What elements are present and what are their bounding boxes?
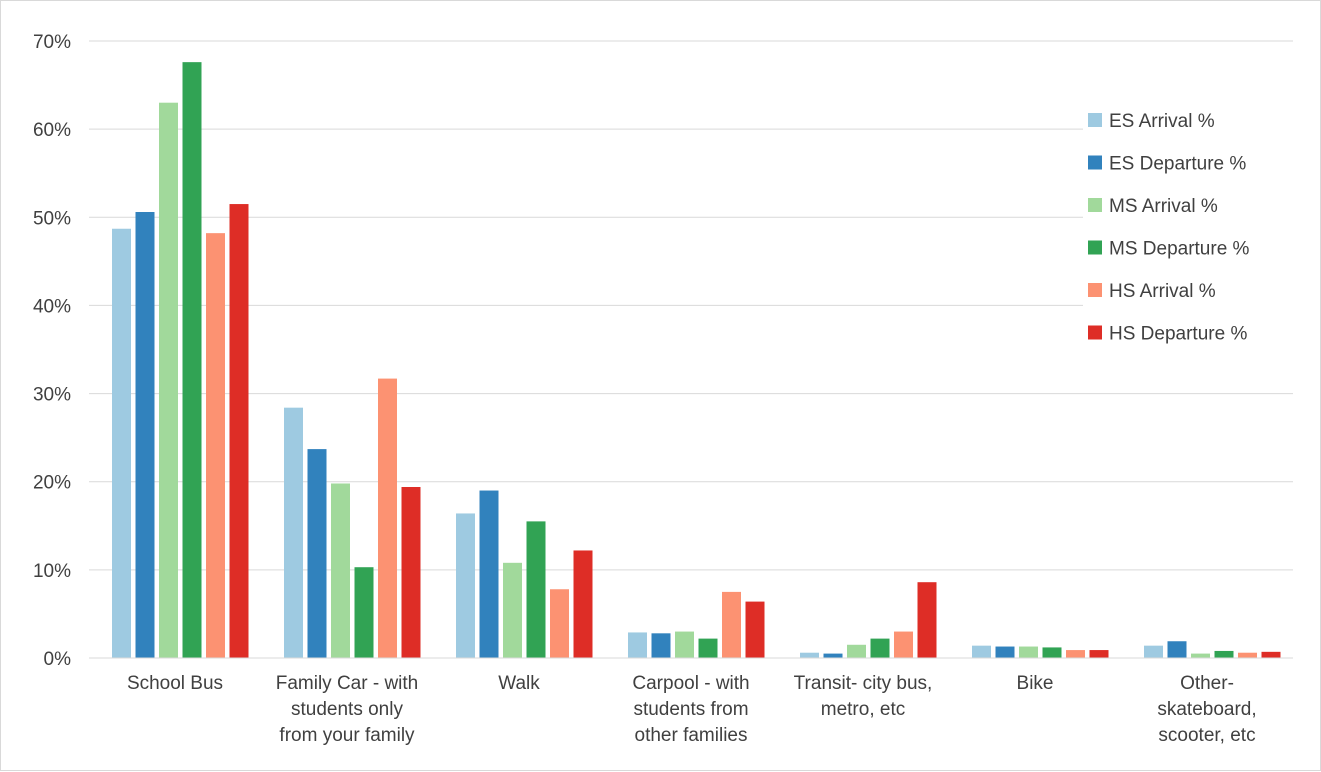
bar: [995, 646, 1015, 658]
legend: ES Arrival % ES Departure % MS Arrival % MS…: [1083, 99, 1311, 361]
bar: [1066, 650, 1085, 658]
legend-swatch: [1088, 198, 1102, 212]
bar: [526, 521, 546, 658]
bar: [651, 633, 671, 658]
legend-label: ES Departure %: [1109, 154, 1246, 175]
legend-label: HS Arrival %: [1109, 281, 1216, 302]
y-tick-label: 60%: [33, 120, 71, 141]
legend-label: MS Departure %: [1109, 239, 1250, 260]
bar: [722, 591, 741, 658]
bar: [206, 233, 225, 658]
bar: [479, 490, 499, 658]
bar: [1238, 652, 1257, 658]
category-label: School Bus: [127, 673, 223, 694]
bar: [503, 562, 522, 658]
bar: [550, 589, 569, 658]
y-tick-label: 30%: [33, 385, 71, 406]
legend-swatch: [1088, 283, 1102, 297]
y-tick-label: 0%: [44, 649, 72, 670]
bar: [1191, 653, 1210, 658]
bar: [229, 204, 249, 658]
bar: [401, 487, 421, 658]
bar: [972, 645, 991, 658]
bar: [894, 631, 913, 658]
bar: [284, 407, 303, 658]
bar: [847, 644, 866, 658]
y-tick-label: 20%: [33, 473, 71, 494]
bar: [456, 513, 475, 658]
y-tick-label: 40%: [33, 296, 71, 317]
y-tick-label: 50%: [33, 208, 71, 229]
bar: [870, 638, 890, 658]
bar: [675, 631, 694, 658]
bar: [1167, 641, 1187, 658]
bar: [745, 601, 765, 658]
legend-label: MS Arrival %: [1109, 196, 1218, 217]
bar: [823, 653, 843, 658]
legend-label: ES Arrival %: [1109, 111, 1215, 132]
y-tick-label: 70%: [33, 32, 71, 53]
bar: [112, 228, 131, 659]
y-axis-tick-labels: 0% 10% 20% 30% 40% 50% 60% 70%: [33, 32, 71, 670]
bar: [1214, 650, 1234, 658]
category-label: Bike: [1017, 673, 1054, 694]
bar: [698, 638, 718, 658]
bar: [628, 632, 647, 658]
bar: [307, 449, 327, 658]
bar: [1042, 647, 1062, 658]
legend-swatch: [1088, 155, 1102, 170]
category-label: Carpool - with students from other familie…: [632, 673, 749, 746]
category-label: Other-skateboard, scooter, etc: [1157, 673, 1256, 746]
legend-background: [1083, 99, 1311, 361]
bar: [800, 652, 819, 658]
legend-swatch: [1088, 240, 1102, 255]
legend-swatch: [1088, 113, 1102, 127]
category-label: Transit- city bus, metro, etc: [794, 673, 933, 720]
bar: [182, 62, 202, 658]
bar: [378, 378, 397, 658]
y-tick-label: 10%: [33, 561, 71, 582]
x-axis-category-labels: School Bus Family Car - with students only…: [127, 673, 1257, 746]
bars: [112, 62, 1281, 659]
bar: [917, 582, 937, 658]
bar: [1019, 646, 1038, 658]
category-label: Walk: [498, 673, 540, 694]
bar: [135, 212, 155, 658]
legend-label: HS Departure %: [1109, 324, 1247, 345]
bar: [1144, 645, 1163, 658]
category-label: Family Car - with students only from your …: [276, 673, 419, 746]
bar: [331, 483, 350, 658]
bar: [159, 102, 178, 658]
bar: [1261, 651, 1281, 658]
bar: [573, 550, 593, 658]
bar: [1089, 650, 1109, 658]
bar: [354, 567, 374, 658]
legend-swatch: [1088, 325, 1102, 340]
